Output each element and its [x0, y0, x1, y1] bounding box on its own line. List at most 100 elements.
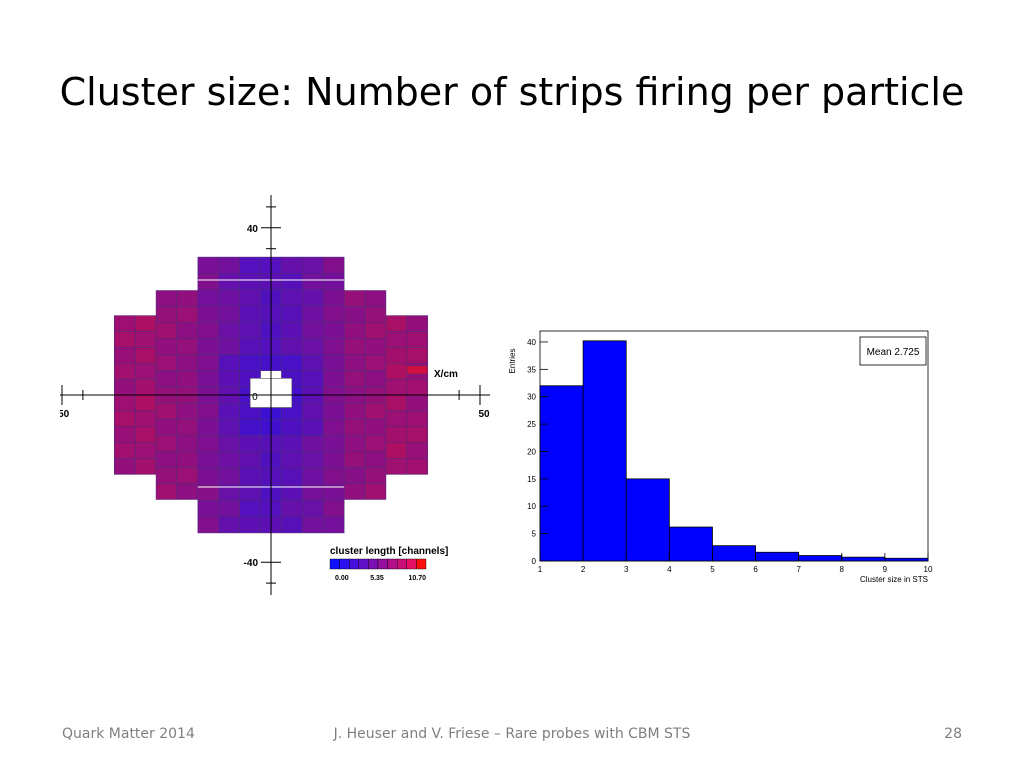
detector-cell: [239, 500, 261, 517]
detector-cell: [197, 354, 220, 371]
detector-cell: [281, 289, 303, 306]
detector-cell: [218, 467, 240, 485]
detector-cell: [197, 273, 220, 290]
detector-cell: [385, 347, 408, 364]
histogram-bar: [798, 555, 843, 562]
detector-cell: [155, 434, 178, 452]
footer-page-number: 28: [944, 726, 962, 742]
detector-cell: [218, 305, 240, 323]
detector-cell: [364, 467, 387, 484]
detector-cell: [406, 315, 429, 332]
detector-cell: [343, 338, 366, 356]
y-tick-label: 30: [527, 393, 536, 402]
detector-cell: [364, 483, 387, 500]
histogram-bars: [539, 340, 929, 562]
detector-cell: [364, 306, 387, 323]
detector-cell: [406, 394, 429, 412]
detector-cell: [364, 290, 387, 307]
detector-cell: [155, 338, 178, 356]
detector-cell: [323, 500, 345, 517]
histogram-bar: [755, 551, 800, 562]
detector-cell: [176, 338, 199, 356]
detector-cell: [323, 321, 345, 339]
y-tick-label: 0: [532, 557, 537, 566]
detector-cell: [176, 451, 199, 468]
detector-cell: [281, 354, 303, 371]
detector-cell: [343, 483, 366, 500]
detector-cell: [302, 516, 324, 534]
detector-cell: [134, 378, 157, 396]
detector-cell: [364, 338, 387, 356]
colorbar-tick-label: 0.00: [335, 575, 349, 582]
detector-cell: [114, 315, 136, 332]
detector-cell: [114, 426, 136, 443]
detector-cell: [218, 321, 240, 339]
detector-cell: [281, 451, 303, 469]
detector-cell: [281, 435, 303, 453]
detector-cell: [114, 410, 136, 428]
detector-cell: [385, 394, 408, 412]
x-tick-label: 10: [924, 565, 933, 574]
detector-cell: [155, 418, 178, 436]
detector-cell: [218, 419, 240, 436]
detector-cell: [281, 337, 303, 355]
detector-cell: [239, 256, 261, 274]
detector-cell: [134, 426, 157, 443]
detector-cell: [323, 305, 345, 323]
detector-cell: [343, 306, 366, 323]
detector-cell: [134, 315, 157, 332]
detector-cell: [302, 435, 324, 453]
detector-cell: [281, 305, 303, 323]
detector-cell: [239, 273, 261, 290]
y-tick-label: 20: [527, 447, 536, 456]
detector-cell: [239, 451, 261, 469]
detector-cell: [155, 322, 178, 339]
hole-zero-label: 0: [252, 392, 258, 403]
detector-cell: [134, 442, 157, 459]
detector-cell: [364, 354, 387, 372]
detector-cell: [114, 458, 136, 475]
histogram-bar: [884, 557, 929, 562]
colorbar-tick-label: 10.70: [408, 575, 426, 582]
colorbar-tick-label: 5.35: [370, 575, 384, 582]
x-tick-label: 5: [710, 565, 715, 574]
detector-cell: [343, 451, 366, 468]
detector-modules: [114, 256, 429, 534]
detector-cell: [218, 273, 240, 290]
x-tick-label: 50: [478, 409, 490, 420]
detector-cell: [302, 419, 324, 436]
detector-cell: [323, 354, 345, 371]
detector-cell: [197, 516, 220, 534]
detector-cell: [218, 370, 240, 388]
x-tick-label: -50: [60, 409, 70, 420]
detector-cell: [385, 331, 408, 348]
detector-cell: [176, 370, 199, 388]
detector-cell: [364, 370, 387, 388]
detector-cell: [155, 290, 178, 307]
detector-cell: [114, 442, 136, 459]
histogram-bar: [712, 545, 756, 562]
detector-cell: [114, 394, 136, 412]
histogram-bar: [668, 526, 713, 562]
colorbar-swatch: [358, 558, 369, 570]
detector-cell: [155, 370, 178, 388]
detector-cell: [323, 256, 345, 274]
detector-cell: [218, 516, 240, 534]
y-tick-label: 35: [527, 365, 536, 374]
stats-mean: Mean 2.725: [867, 347, 920, 358]
x-tick-label: 2: [581, 565, 586, 574]
histogram-bar: [625, 478, 670, 562]
detector-cell: [323, 451, 345, 469]
detector-cell: [176, 434, 199, 452]
footer-authors: J. Heuser and V. Friese – Rare probes wi…: [333, 726, 691, 742]
detector-cell: [406, 426, 429, 443]
y-axis-label: Entries: [508, 349, 517, 374]
detector-cell: [364, 418, 387, 436]
x-tick-label: 4: [667, 565, 672, 574]
y-tick-label: 40: [247, 224, 259, 235]
colorbar-swatch: [368, 558, 379, 570]
detector-cell: [176, 290, 199, 307]
detector-cell: [155, 467, 178, 484]
x-tick-label: 9: [883, 565, 888, 574]
detector-cell: [281, 500, 303, 517]
